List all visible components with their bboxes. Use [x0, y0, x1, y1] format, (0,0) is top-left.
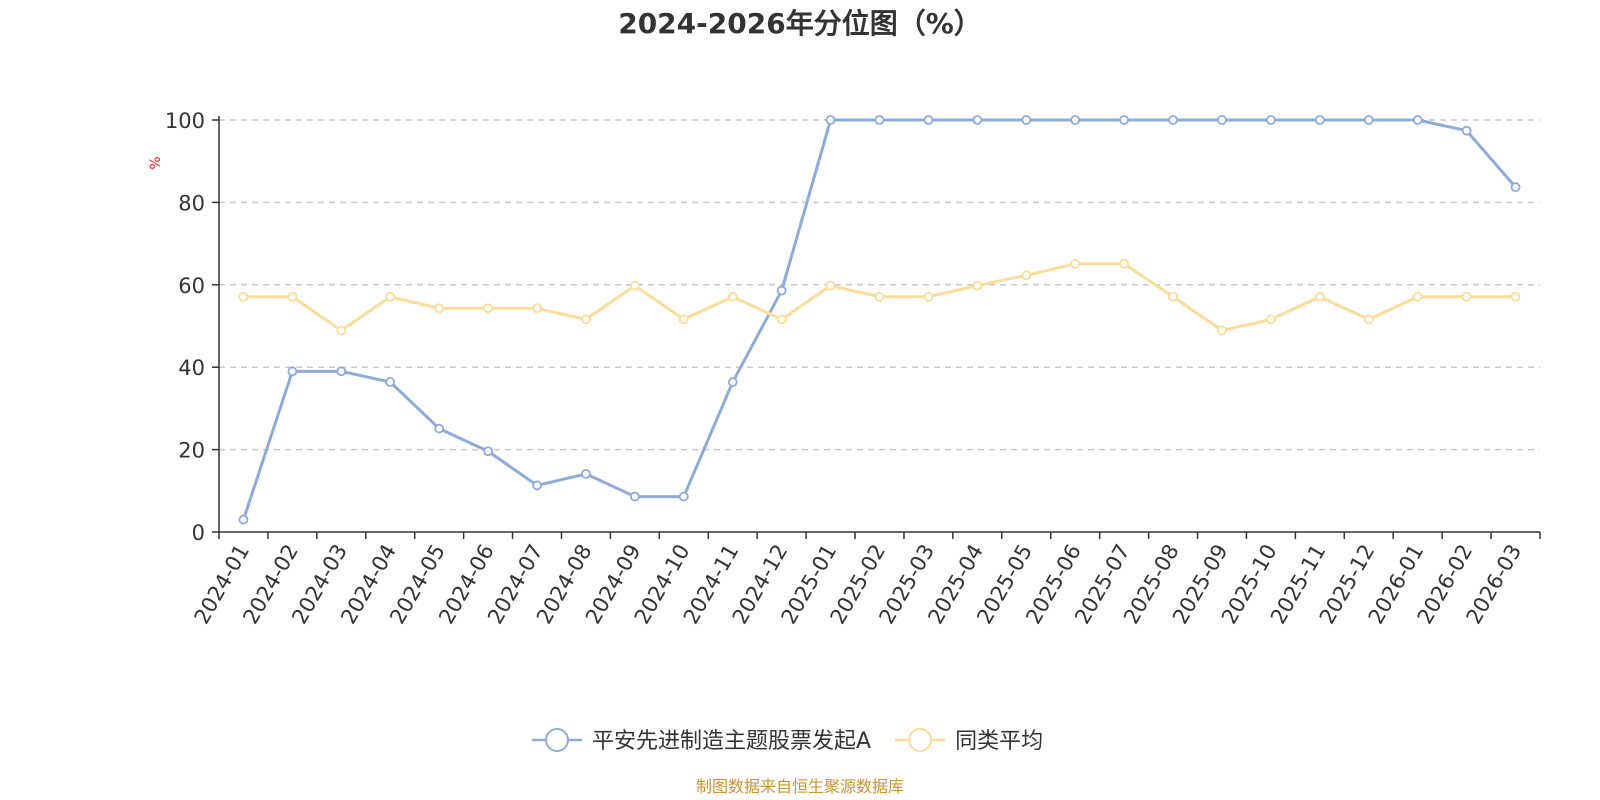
series-2-point	[923, 291, 934, 302]
series-1-point	[287, 366, 298, 377]
y-tick-label: 40	[178, 356, 205, 380]
legend-item-1[interactable]: 平安先进制造主题股票发起A	[532, 728, 871, 754]
legend[interactable]: 平安先进制造主题股票发起A 同类平均	[532, 728, 1043, 754]
series-2-point	[1461, 291, 1472, 302]
series-1-point	[972, 115, 983, 125]
series-1-point	[1070, 115, 1081, 125]
series-2-point	[874, 291, 885, 302]
y-tick-labels: 0 20 40 60 80 100	[165, 109, 205, 545]
series-1-point	[1461, 125, 1472, 136]
grid-lines	[219, 119, 1540, 451]
series-2-point	[385, 291, 396, 302]
series-1-point	[1363, 115, 1374, 125]
series-2-point	[1021, 270, 1032, 281]
series-2-point	[1510, 291, 1521, 302]
series-2-point	[1070, 258, 1081, 269]
series-1-point	[581, 469, 591, 479]
series-2-point	[776, 314, 787, 325]
legend-label: 平安先进制造主题股票发起A	[592, 729, 871, 754]
y-tick-label: 0	[192, 521, 205, 545]
series-1-point	[385, 377, 396, 387]
series-2-point	[1314, 291, 1325, 302]
series-2-point	[336, 325, 347, 336]
series-1-point	[336, 366, 347, 377]
series-1-point	[776, 285, 787, 296]
legend-item-2[interactable]: 同类平均	[895, 728, 1043, 754]
series-2-point	[727, 291, 738, 302]
legend-label: 同类平均	[955, 729, 1043, 754]
series-1-point	[1412, 115, 1423, 125]
series-2-point	[581, 314, 591, 325]
y-tick-label: 60	[178, 274, 205, 298]
y-tick-label: 80	[178, 191, 205, 215]
series-1-point	[532, 480, 542, 491]
series-1-point	[1266, 115, 1276, 125]
series-2-point	[1266, 314, 1276, 325]
series-2-point	[1168, 291, 1178, 302]
series-2-point	[825, 280, 836, 291]
series-2-point	[532, 303, 542, 314]
series-2-point	[238, 291, 249, 302]
legend-marker	[908, 728, 933, 752]
series-line-1	[242, 118, 1517, 521]
series-1-point	[825, 115, 836, 125]
series-2-point	[483, 303, 493, 314]
series-2-point	[1217, 325, 1227, 336]
series-2-point	[1119, 258, 1130, 269]
chart-title: 2024-2026年分位图（%）	[618, 7, 982, 40]
series-2-point	[434, 303, 445, 314]
series-lines	[238, 115, 1521, 525]
y-tick-label: 100	[165, 109, 205, 133]
series-2-point	[287, 291, 298, 302]
y-axis-label: %	[148, 156, 164, 169]
series-1-point	[1217, 115, 1227, 125]
series-2-point	[629, 280, 640, 291]
series-2-point	[1363, 314, 1374, 325]
y-tick-label: 20	[178, 439, 205, 463]
legend-marker	[545, 728, 569, 752]
series-1-point	[1021, 115, 1032, 125]
series-1-point	[629, 491, 640, 502]
series-2-point	[678, 314, 689, 325]
series-1-point	[678, 491, 689, 502]
series-1-point	[1119, 115, 1130, 125]
series-1-point	[1314, 115, 1325, 125]
x-tick-labels: 2024-012024-022024-032024-042024-052024-…	[189, 540, 1526, 628]
series-1-point	[1510, 182, 1521, 193]
series-1-point	[727, 377, 738, 387]
series-2-point	[1412, 291, 1423, 302]
series-1-point	[923, 115, 934, 125]
series-1-point	[434, 423, 445, 434]
series-1-point	[483, 446, 493, 457]
series-1-point	[238, 514, 249, 525]
source-note: 制图数据来自恒生聚源数据库	[696, 777, 904, 796]
axes	[212, 116, 1541, 539]
series-1-point	[874, 115, 885, 125]
series-2-point	[972, 280, 983, 291]
series-1-point	[1168, 115, 1178, 125]
